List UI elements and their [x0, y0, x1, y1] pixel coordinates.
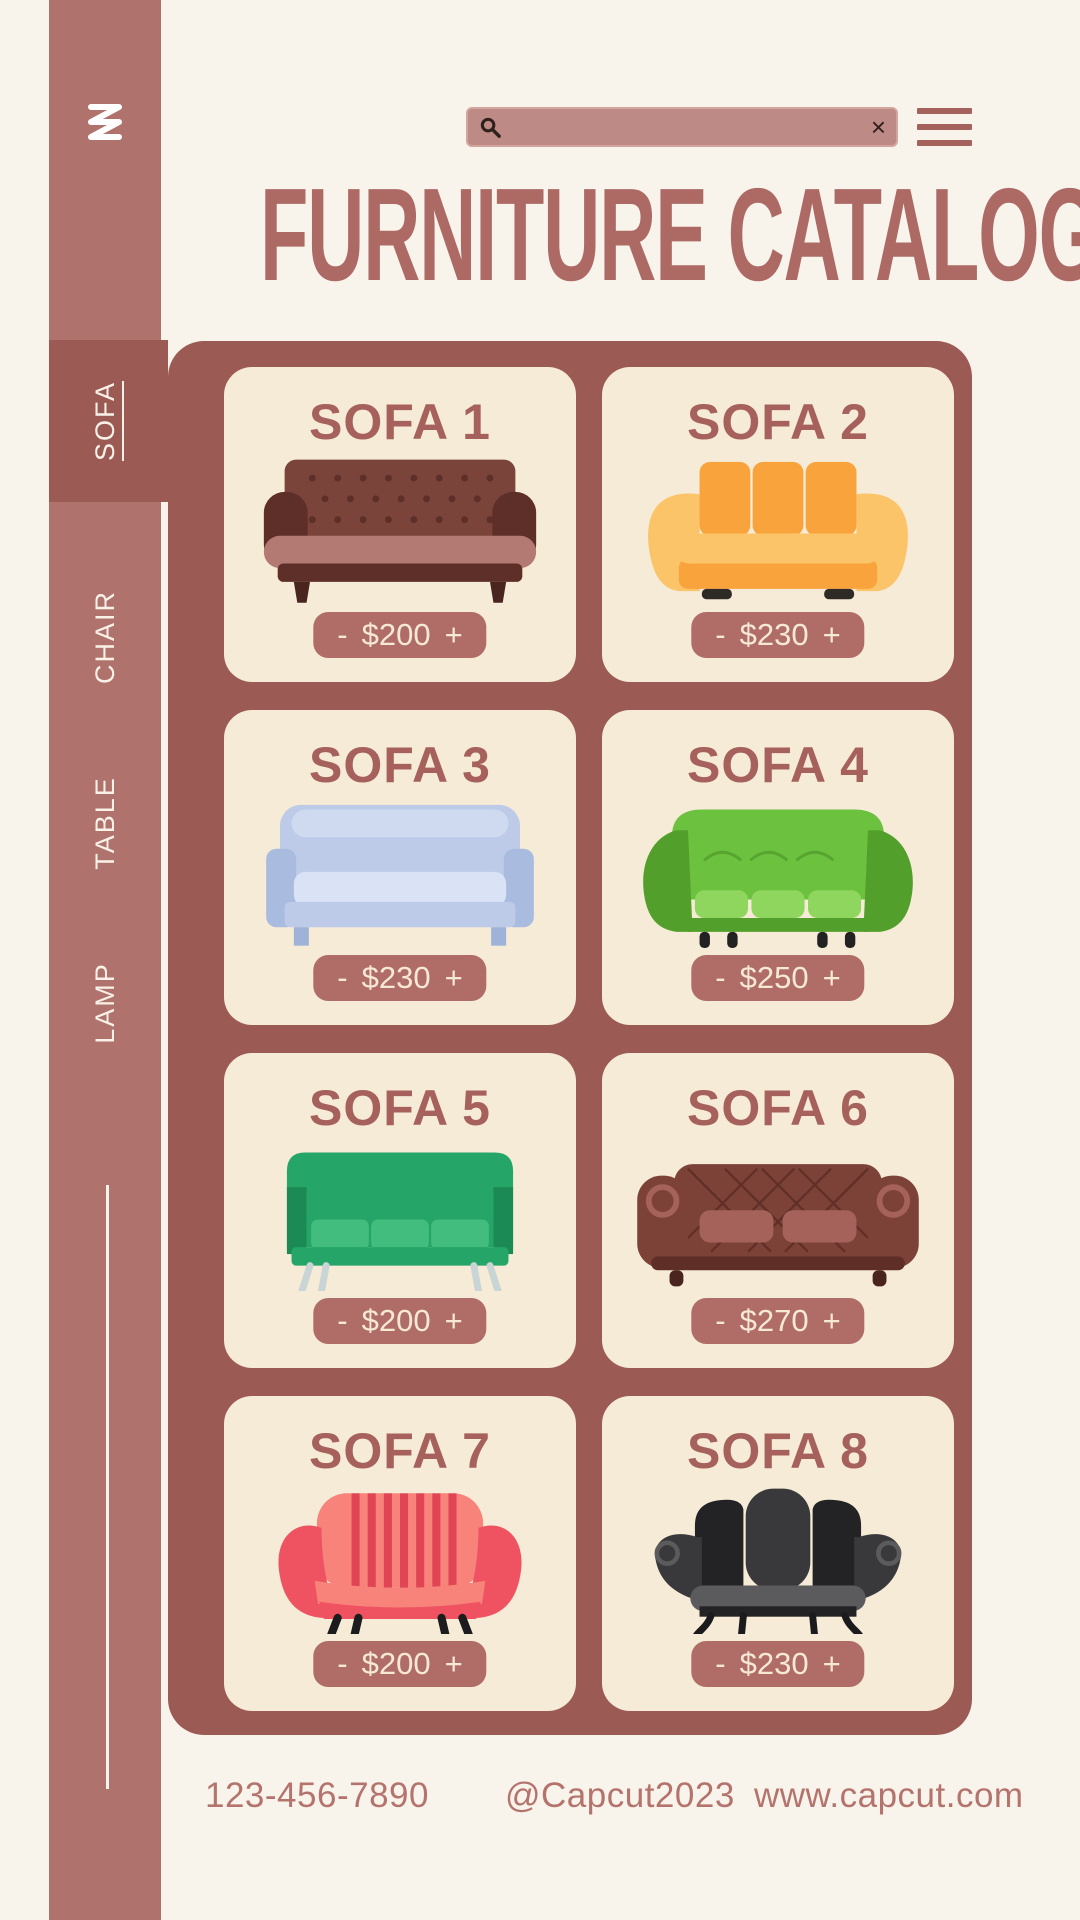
- sidebar-tab-lamp[interactable]: LAMP: [90, 962, 120, 1044]
- product-name: SOFA 6: [687, 1080, 869, 1136]
- sofa-illustration-loveseat-flared: [250, 1484, 550, 1634]
- price-value: $270: [739, 1303, 809, 1338]
- sidebar: [49, 0, 161, 1920]
- product-card[interactable]: SOFA 3 - $230 +: [224, 710, 576, 1025]
- price-value: $200: [361, 1303, 431, 1338]
- capcut-logo-icon: [83, 100, 127, 146]
- catalog-panel: SOFA 1 -: [168, 341, 972, 1735]
- increase-price-button[interactable]: +: [822, 617, 841, 652]
- decrease-price-button[interactable]: -: [715, 960, 726, 995]
- sofa-illustration-fan-back: [628, 1484, 928, 1634]
- increase-price-button[interactable]: +: [444, 960, 463, 995]
- footer-handle: @Capcut2023: [505, 1776, 735, 1815]
- sofa-illustration-simple-light: [250, 798, 550, 948]
- sidebar-tab-sofa[interactable]: SOFA: [90, 380, 120, 462]
- increase-price-button[interactable]: +: [444, 1646, 463, 1681]
- decrease-price-button[interactable]: -: [715, 1303, 726, 1338]
- price-value: $230: [739, 617, 809, 652]
- sofa-illustration-chesterfield: [628, 1141, 928, 1291]
- product-card[interactable]: SOFA 7: [224, 1396, 576, 1711]
- increase-price-button[interactable]: +: [444, 1303, 463, 1338]
- sidebar-tab-table[interactable]: TABLE: [90, 776, 120, 870]
- product-name: SOFA 2: [687, 394, 869, 450]
- price-stepper[interactable]: - $250 +: [691, 955, 865, 1001]
- search-bar: ×: [466, 107, 898, 147]
- page-title: FURNITURE CATALOG: [260, 161, 1080, 308]
- price-value: $200: [361, 1646, 431, 1681]
- decrease-price-button[interactable]: -: [715, 1646, 726, 1681]
- product-name: SOFA 5: [309, 1080, 491, 1136]
- menu-icon[interactable]: [917, 108, 972, 146]
- search-input[interactable]: [510, 111, 862, 145]
- price-stepper[interactable]: - $230 +: [313, 955, 487, 1001]
- active-tab-highlight: [49, 340, 168, 502]
- price-stepper[interactable]: - $200 +: [313, 1641, 487, 1687]
- footer-phone: 123-456-7890: [205, 1776, 429, 1815]
- product-name: SOFA 8: [687, 1423, 869, 1479]
- product-name: SOFA 1: [309, 394, 491, 450]
- product-card[interactable]: SOFA 8: [602, 1396, 954, 1711]
- product-card[interactable]: SOFA 2 - $230 +: [602, 367, 954, 682]
- decrease-price-button[interactable]: -: [337, 1303, 348, 1338]
- price-value: $230: [361, 960, 431, 995]
- price-stepper[interactable]: - $230 +: [691, 1641, 865, 1687]
- sofa-illustration-midcentury: [250, 1141, 550, 1291]
- increase-price-button[interactable]: +: [444, 617, 463, 652]
- sidebar-decorative-line: [106, 1185, 109, 1789]
- decrease-price-button[interactable]: -: [337, 960, 348, 995]
- increase-price-button[interactable]: +: [822, 960, 841, 995]
- sofa-illustration-classic-tufted: [250, 455, 550, 605]
- product-name: SOFA 3: [309, 737, 491, 793]
- product-card[interactable]: SOFA 1 -: [224, 367, 576, 682]
- product-name: SOFA 4: [687, 737, 869, 793]
- price-stepper[interactable]: - $230 +: [691, 612, 865, 658]
- search-clear-icon[interactable]: ×: [870, 112, 886, 142]
- price-stepper[interactable]: - $200 +: [313, 612, 487, 658]
- price-stepper[interactable]: - $270 +: [691, 1298, 865, 1344]
- price-stepper[interactable]: - $200 +: [313, 1298, 487, 1344]
- increase-price-button[interactable]: +: [822, 1646, 841, 1681]
- product-card[interactable]: SOFA 4: [602, 710, 954, 1025]
- sofa-illustration-modern-rolled: [628, 455, 928, 605]
- decrease-price-button[interactable]: -: [715, 617, 726, 652]
- increase-price-button[interactable]: +: [822, 1303, 841, 1338]
- decrease-price-button[interactable]: -: [337, 1646, 348, 1681]
- product-card[interactable]: SOFA 6: [602, 1053, 954, 1368]
- decrease-price-button[interactable]: -: [337, 617, 348, 652]
- product-card[interactable]: SOFA 5 - $200: [224, 1053, 576, 1368]
- price-value: $250: [739, 960, 809, 995]
- price-value: $200: [361, 617, 431, 652]
- footer-website: www.capcut.com: [754, 1776, 1024, 1815]
- product-name: SOFA 7: [309, 1423, 491, 1479]
- price-value: $230: [739, 1646, 809, 1681]
- sidebar-tab-chair[interactable]: CHAIR: [90, 590, 120, 685]
- search-icon: [479, 116, 502, 139]
- sofa-illustration-curved-back: [628, 798, 928, 948]
